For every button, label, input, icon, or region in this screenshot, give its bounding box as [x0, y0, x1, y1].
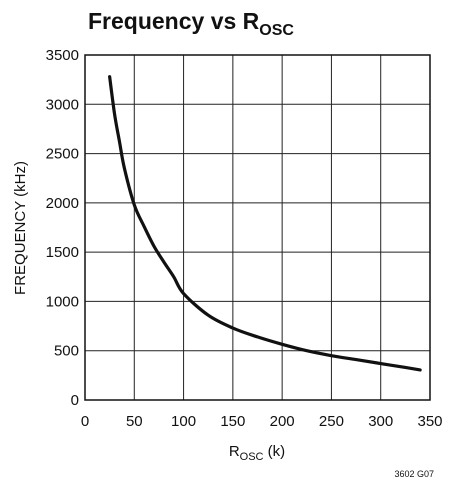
x-tick-labels: 0 50 100 150 200 250 300 350	[81, 413, 443, 430]
y-tick-labels: 0 500 1000 1500 2000 2500 3000 3500	[46, 47, 79, 409]
x-tick-label: 150	[220, 413, 245, 430]
y-axis-label: FREQUENCY (kHz)	[12, 161, 29, 295]
y-tick-label: 0	[71, 392, 79, 409]
y-tick-label: 2000	[46, 195, 79, 212]
y-tick-label: 1000	[46, 293, 79, 310]
y-tick-label: 500	[54, 343, 79, 360]
x-axis-label: ROSC (k)	[229, 443, 285, 463]
x-tick-label: 250	[319, 413, 344, 430]
x-tick-label: 50	[126, 413, 143, 430]
x-tick-label: 350	[417, 413, 442, 430]
grid-lines	[85, 55, 430, 400]
y-tick-label: 1500	[46, 244, 79, 261]
x-tick-label: 300	[368, 413, 393, 430]
x-axis-label-subscript: OSC	[240, 451, 264, 463]
frequency-curve	[108, 75, 422, 372]
x-tick-label: 100	[171, 413, 196, 430]
figure-code: 3602 G07	[394, 469, 434, 479]
chart-title: Frequency vs ROSC	[88, 8, 294, 39]
x-tick-label: 0	[81, 413, 89, 430]
y-tick-label: 3500	[46, 47, 79, 64]
x-axis-label-unit: (k)	[264, 443, 286, 460]
y-tick-label: 2500	[46, 146, 79, 163]
plot-frame	[84, 54, 431, 401]
x-tick-label: 200	[270, 413, 295, 430]
chart-title-subscript: OSC	[259, 22, 294, 39]
y-tick-label: 3000	[46, 96, 79, 113]
chart-title-main: Frequency vs R	[88, 8, 260, 34]
x-axis-label-main: R	[229, 443, 240, 460]
